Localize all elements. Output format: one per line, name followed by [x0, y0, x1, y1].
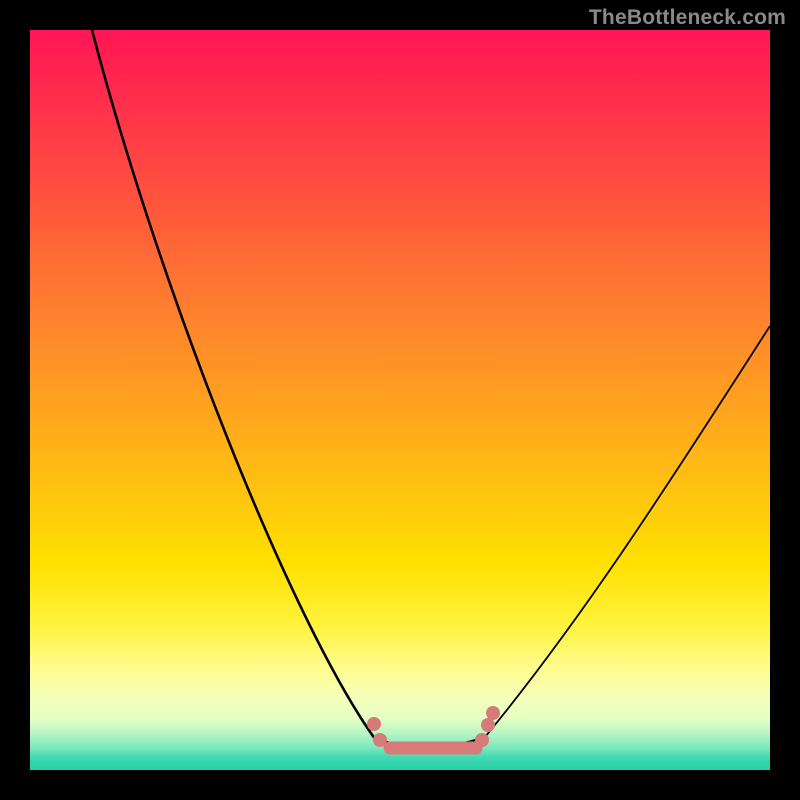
curve-layer: [30, 30, 770, 770]
curve-left-arm: [92, 30, 375, 739]
marker-dot: [486, 706, 500, 720]
marker-dot: [367, 717, 381, 731]
marker-dot: [475, 733, 489, 747]
attribution-label: TheBottleneck.com: [589, 6, 786, 30]
plot-area: [30, 30, 770, 770]
curve-right-arm: [485, 326, 770, 737]
marker-dot: [481, 718, 495, 732]
marker-dot: [373, 733, 387, 747]
